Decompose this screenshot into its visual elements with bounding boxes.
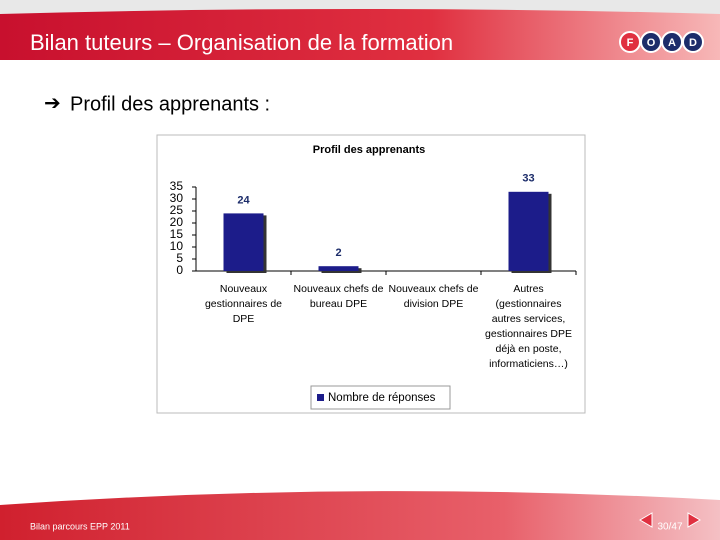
- logo-circle: [682, 31, 704, 53]
- x-tick-label: Nouveaux gestionnaires de DPE: [204, 283, 283, 325]
- header-title: Bilan tuteurs – Organisation de la forma…: [30, 30, 453, 55]
- logo-letter: D: [689, 37, 697, 49]
- y-tick-label: 20: [170, 215, 184, 229]
- prev-button[interactable]: [639, 512, 653, 528]
- x-tick-label: Autres (gestionnaires autres services, g…: [485, 283, 572, 370]
- chart-title: Profil des apprenants: [313, 144, 425, 156]
- header-bar: [0, 9, 720, 60]
- legend-box: [310, 385, 451, 410]
- legend-label: Nombre de réponses: [328, 392, 436, 404]
- logo-letter: O: [647, 37, 656, 49]
- legend-swatch: [317, 394, 324, 401]
- bullet-arrow: ➔: [44, 92, 61, 114]
- x-tick-label: Nouveaux chefs de division DPE: [388, 283, 479, 310]
- bullet-text: Profil des apprenants :: [70, 93, 270, 115]
- data-label: 24: [237, 194, 250, 206]
- y-tick-label: 10: [170, 239, 184, 253]
- page-number: 30/47: [657, 522, 682, 533]
- y-tick-label: 30: [170, 191, 184, 205]
- bar: [508, 191, 549, 271]
- footer-bar: [0, 491, 720, 540]
- y-tick-label: 35: [170, 179, 184, 193]
- chart-frame: [156, 134, 586, 414]
- y-tick-label: 25: [170, 203, 184, 217]
- bar: [223, 213, 264, 271]
- data-label: 2: [335, 247, 341, 259]
- y-tick-label: 5: [176, 251, 183, 265]
- logo-letter: A: [668, 37, 676, 49]
- y-tick-label: 15: [170, 227, 184, 241]
- data-label: 33: [522, 173, 534, 185]
- x-tick-label: Nouveaux chefs de bureau DPE: [293, 283, 384, 310]
- y-tick-label: 0: [176, 263, 183, 277]
- bar: [318, 266, 359, 271]
- logo-letter: F: [627, 37, 634, 49]
- next-button[interactable]: [687, 512, 701, 528]
- footer-text: Bilan parcours EPP 2011: [30, 521, 130, 531]
